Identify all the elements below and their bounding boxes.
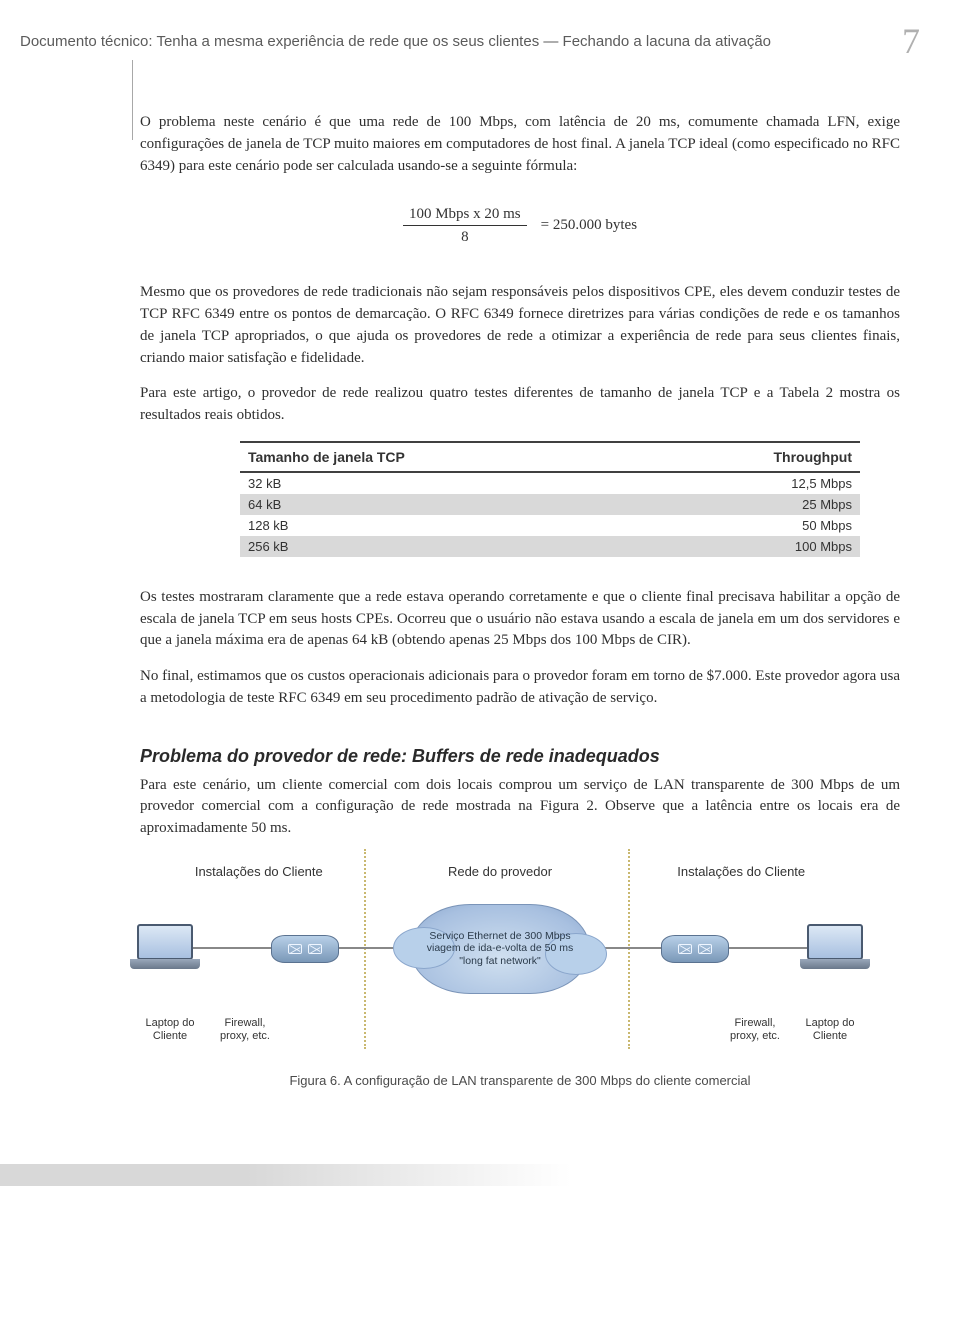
diagram-label-right: Instalações do Cliente bbox=[622, 864, 860, 879]
divider-dotted bbox=[628, 849, 630, 1049]
diagram-label-center: Rede do provedor bbox=[381, 864, 619, 879]
cell-window: 64 kB bbox=[248, 497, 692, 512]
sublabel-spacer bbox=[280, 1017, 720, 1043]
formula: 100 Mbps x 20 ms 8 = 250.000 bytes bbox=[140, 205, 900, 246]
sublabel-router-left: Firewall, proxy, etc. bbox=[210, 1017, 280, 1043]
cell-throughput: 50 Mbps bbox=[692, 518, 852, 533]
cloud-text-1: Serviço Ethernet de 300 Mbps bbox=[429, 930, 570, 943]
section-title-buffers: Problema do provedor de rede: Buffers de… bbox=[140, 746, 900, 767]
formula-numerator: 100 Mbps x 20 ms bbox=[403, 205, 527, 225]
paragraph-1: O problema neste cenário é que uma rede … bbox=[140, 112, 900, 177]
table-row: 256 kB 100 Mbps bbox=[240, 536, 860, 557]
router-icon bbox=[271, 935, 339, 963]
formula-result: = 250.000 bytes bbox=[541, 217, 637, 234]
table-row: 32 kB 12,5 Mbps bbox=[240, 473, 860, 494]
table-header-window: Tamanho de janela TCP bbox=[248, 449, 692, 465]
table-header-throughput: Throughput bbox=[692, 449, 852, 465]
document-title: Documento técnico: Tenha a mesma experiê… bbox=[20, 33, 882, 50]
page-number: 7 bbox=[902, 20, 920, 62]
divider-dotted bbox=[364, 849, 366, 1049]
throughput-table: Tamanho de janela TCP Throughput 32 kB 1… bbox=[240, 441, 860, 557]
footer-gradient bbox=[0, 1164, 816, 1186]
cloud-text-2: viagem de ida-e-volta de 50 ms bbox=[427, 942, 574, 955]
cell-throughput: 12,5 Mbps bbox=[692, 476, 852, 491]
cell-throughput: 25 Mbps bbox=[692, 497, 852, 512]
table-row: 64 kB 25 Mbps bbox=[240, 494, 860, 515]
network-diagram: Instalações do Cliente Rede do provedor … bbox=[100, 864, 900, 1043]
paragraph-2: Mesmo que os provedores de rede tradicio… bbox=[140, 282, 900, 369]
cloud-text-3: "long fat network" bbox=[459, 955, 541, 968]
paragraph-3: Para este artigo, o provedor de rede rea… bbox=[140, 383, 900, 427]
cell-window: 128 kB bbox=[248, 518, 692, 533]
sublabel-laptop-right: Laptop do Cliente bbox=[790, 1017, 870, 1043]
laptop-icon bbox=[800, 924, 870, 974]
sublabel-laptop-left: Laptop do Cliente bbox=[130, 1017, 210, 1043]
paragraph-6: Para este cenário, um cliente comercial … bbox=[140, 775, 900, 840]
diagram-label-left: Instalações do Cliente bbox=[140, 864, 378, 879]
vertical-rule bbox=[132, 60, 133, 140]
table-row: 128 kB 50 Mbps bbox=[240, 515, 860, 536]
paragraph-4: Os testes mostraram claramente que a red… bbox=[140, 587, 900, 652]
cell-window: 256 kB bbox=[248, 539, 692, 554]
paragraph-5: No final, estimamos que os custos operac… bbox=[140, 666, 900, 710]
router-icon bbox=[661, 935, 729, 963]
sublabel-router-right: Firewall, proxy, etc. bbox=[720, 1017, 790, 1043]
formula-denominator: 8 bbox=[455, 226, 475, 246]
cloud-icon: Serviço Ethernet de 300 Mbps viagem de i… bbox=[410, 904, 590, 994]
figure-caption: Figura 6. A configuração de LAN transpar… bbox=[140, 1073, 900, 1088]
laptop-icon bbox=[130, 924, 200, 974]
cell-window: 32 kB bbox=[248, 476, 692, 491]
cell-throughput: 100 Mbps bbox=[692, 539, 852, 554]
